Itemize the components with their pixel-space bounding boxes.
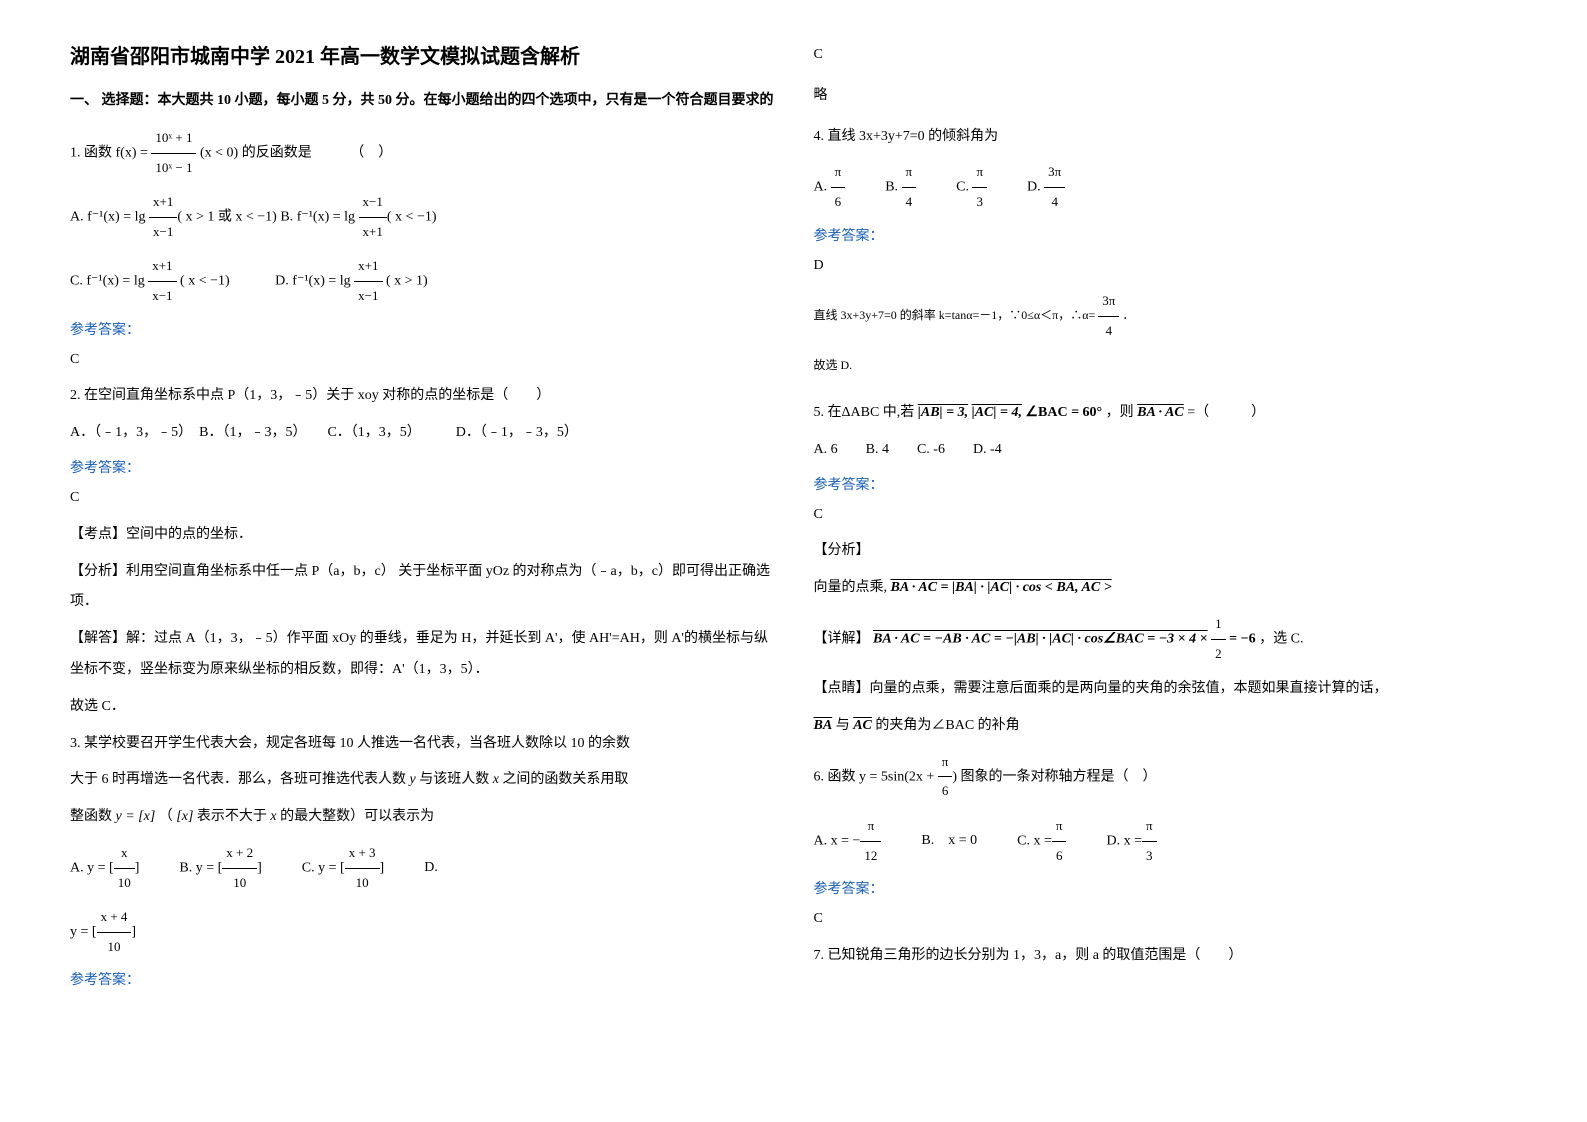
q5-exp1: 向量的点乘, BA · AC = |BA| · |AC| · cos < BA,… (814, 573, 1518, 604)
q5-exp-title: 【分析】 (814, 536, 1518, 567)
q1-answer-label: 参考答案： (70, 319, 774, 339)
q3-line3: 整函数 y = [x] （ [x] 表示不大于 x 的最大整数）可以表示为 (70, 802, 774, 833)
q2-answer-label: 参考答案： (70, 457, 774, 477)
q3-line2: 大于 6 时再增选一名代表．那么，各班可推选代表人数 y 与该班人数 x 之间的… (70, 765, 774, 796)
q5-exp2: 【详解】 BA · AC = −AB · AC = −|AB| · |AC| ·… (814, 610, 1518, 668)
q5-exp3: 【点睛】向量的点乘，需要注意后面乘的是两向量的夹角的余弦值，本题如果直接计算的话… (814, 674, 1518, 705)
q4-answer-label: 参考答案： (814, 225, 1518, 245)
q2-exp2: 【分析】利用空间直角坐标系中任一点 P（a，b，c） 关于坐标平面 yOz 的对… (70, 557, 774, 619)
q4-exp: 直线 3x+3y+7=0 的斜率 k=tanα=－1，∵0≤α＜π，∴α= 3π… (814, 287, 1518, 345)
q4-stem: 4. 直线 3x+3y+7=0 的倾斜角为 (814, 122, 1518, 153)
q5-answer: C (814, 500, 1518, 531)
q3-options-row1: A. y = [x10] B. y = [x + 210] C. y = [x … (70, 839, 774, 897)
q6-options: A. x = −π12 B. x = 0 C. x =π6 D. x =π3 (814, 812, 1518, 870)
section-header: 一、 选择题：本大题共 10 小题，每小题 5 分，共 50 分。在每小题给出的… (70, 89, 774, 109)
q1-paren: （ ） (357, 145, 392, 160)
q2-stem: 2. 在空间直角坐标系中点 P（1，3，﹣5）关于 xoy 对称的点的坐标是（ … (70, 381, 774, 412)
q7-stem: 7. 已知锐角三角形的边长分别为 1，3，a，则 a 的取值范围是（ ） (814, 941, 1518, 972)
document-title: 湖南省邵阳市城南中学 2021 年高一数学文模拟试题含解析 (70, 40, 774, 69)
q4-answer: D (814, 251, 1518, 282)
q1-stem: 1. 函数 f(x) = 10ˣ + 1 10ˣ − 1 (x < 0) 的反函… (70, 124, 774, 182)
q1-options-row1: A. f⁻¹(x) = lg x+1x−1 ( x > 1 或 x < −1) … (70, 188, 774, 246)
q3-answer: C (814, 40, 1518, 71)
q2-exp1: 【考点】空间中的点的坐标． (70, 520, 774, 551)
right-column: C 略 4. 直线 3x+3y+7=0 的倾斜角为 A. π6 B. π4 C.… (794, 40, 1538, 1082)
q2-exp4: 故选 C． (70, 692, 774, 723)
q3-answer-label: 参考答案： (70, 969, 774, 989)
q1-suffix: 的反函数是 (242, 145, 312, 160)
q1-formula: f(x) = 10ˣ + 1 10ˣ − 1 (x < 0) (116, 124, 239, 182)
q6-stem: 6. 函数 y = 5sin(2x + π6) 图象的一条对称轴方程是（ ） (814, 748, 1518, 806)
q6-answer-label: 参考答案： (814, 878, 1518, 898)
q5-exp4: BA 与 AC 的夹角为∠BAC 的补角 (814, 711, 1518, 742)
q5-answer-label: 参考答案： (814, 474, 1518, 494)
q6-answer: C (814, 904, 1518, 935)
q1-options-row2: C. f⁻¹(x) = lg x+1x−1 ( x < −1) D. f⁻¹(x… (70, 252, 774, 310)
q1-prefix: 1. 函数 (70, 145, 112, 160)
q4-options: A. π6 B. π4 C. π3 D. 3π4 (814, 158, 1518, 216)
q5-stem: 5. 在ΔABC 中,若 |AB| = 3, |AC| = 4, ∠BAC = … (814, 398, 1518, 429)
q1-answer: C (70, 345, 774, 376)
left-column: 湖南省邵阳市城南中学 2021 年高一数学文模拟试题含解析 一、 选择题：本大题… (50, 40, 794, 1082)
q2-options: A．（﹣1，3，﹣5） B．（1，﹣3，5） C．（1，3，5） D．（﹣1，﹣… (70, 418, 774, 449)
q2-exp3: 【解答】解：过点 A（1，3，﹣5）作平面 xOy 的垂线，垂足为 H，并延长到… (70, 624, 774, 686)
q3-answer2: 略 (814, 81, 1518, 112)
q4-exp2: 故选 D. (814, 352, 1518, 378)
q3-options-row2: y = [x + 410] (70, 903, 774, 961)
q3-line1: 3. 某学校要召开学生代表大会，规定各班每 10 人推选一名代表，当各班人数除以… (70, 729, 774, 760)
q5-options: A. 6 B. 4 C. -6 D. -4 (814, 435, 1518, 466)
q2-answer: C (70, 483, 774, 514)
